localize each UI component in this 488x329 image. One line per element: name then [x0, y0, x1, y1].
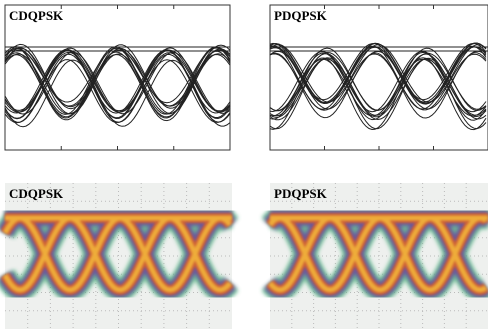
panel-label: PDQPSK — [274, 186, 328, 201]
panel-bottom-right: PDQPSK — [270, 183, 488, 329]
eye-diagram-figure: CDQPSK PDQPSK CDQPSK PDQPSK — [0, 0, 488, 329]
panel-bottom-left: CDQPSK — [5, 183, 232, 329]
panel-label: CDQPSK — [9, 8, 64, 23]
panel-label: PDQPSK — [274, 8, 328, 23]
panel-label: CDQPSK — [9, 186, 64, 201]
panel-top-right: PDQPSK — [270, 5, 488, 150]
panel-top-left: CDQPSK — [5, 5, 230, 150]
